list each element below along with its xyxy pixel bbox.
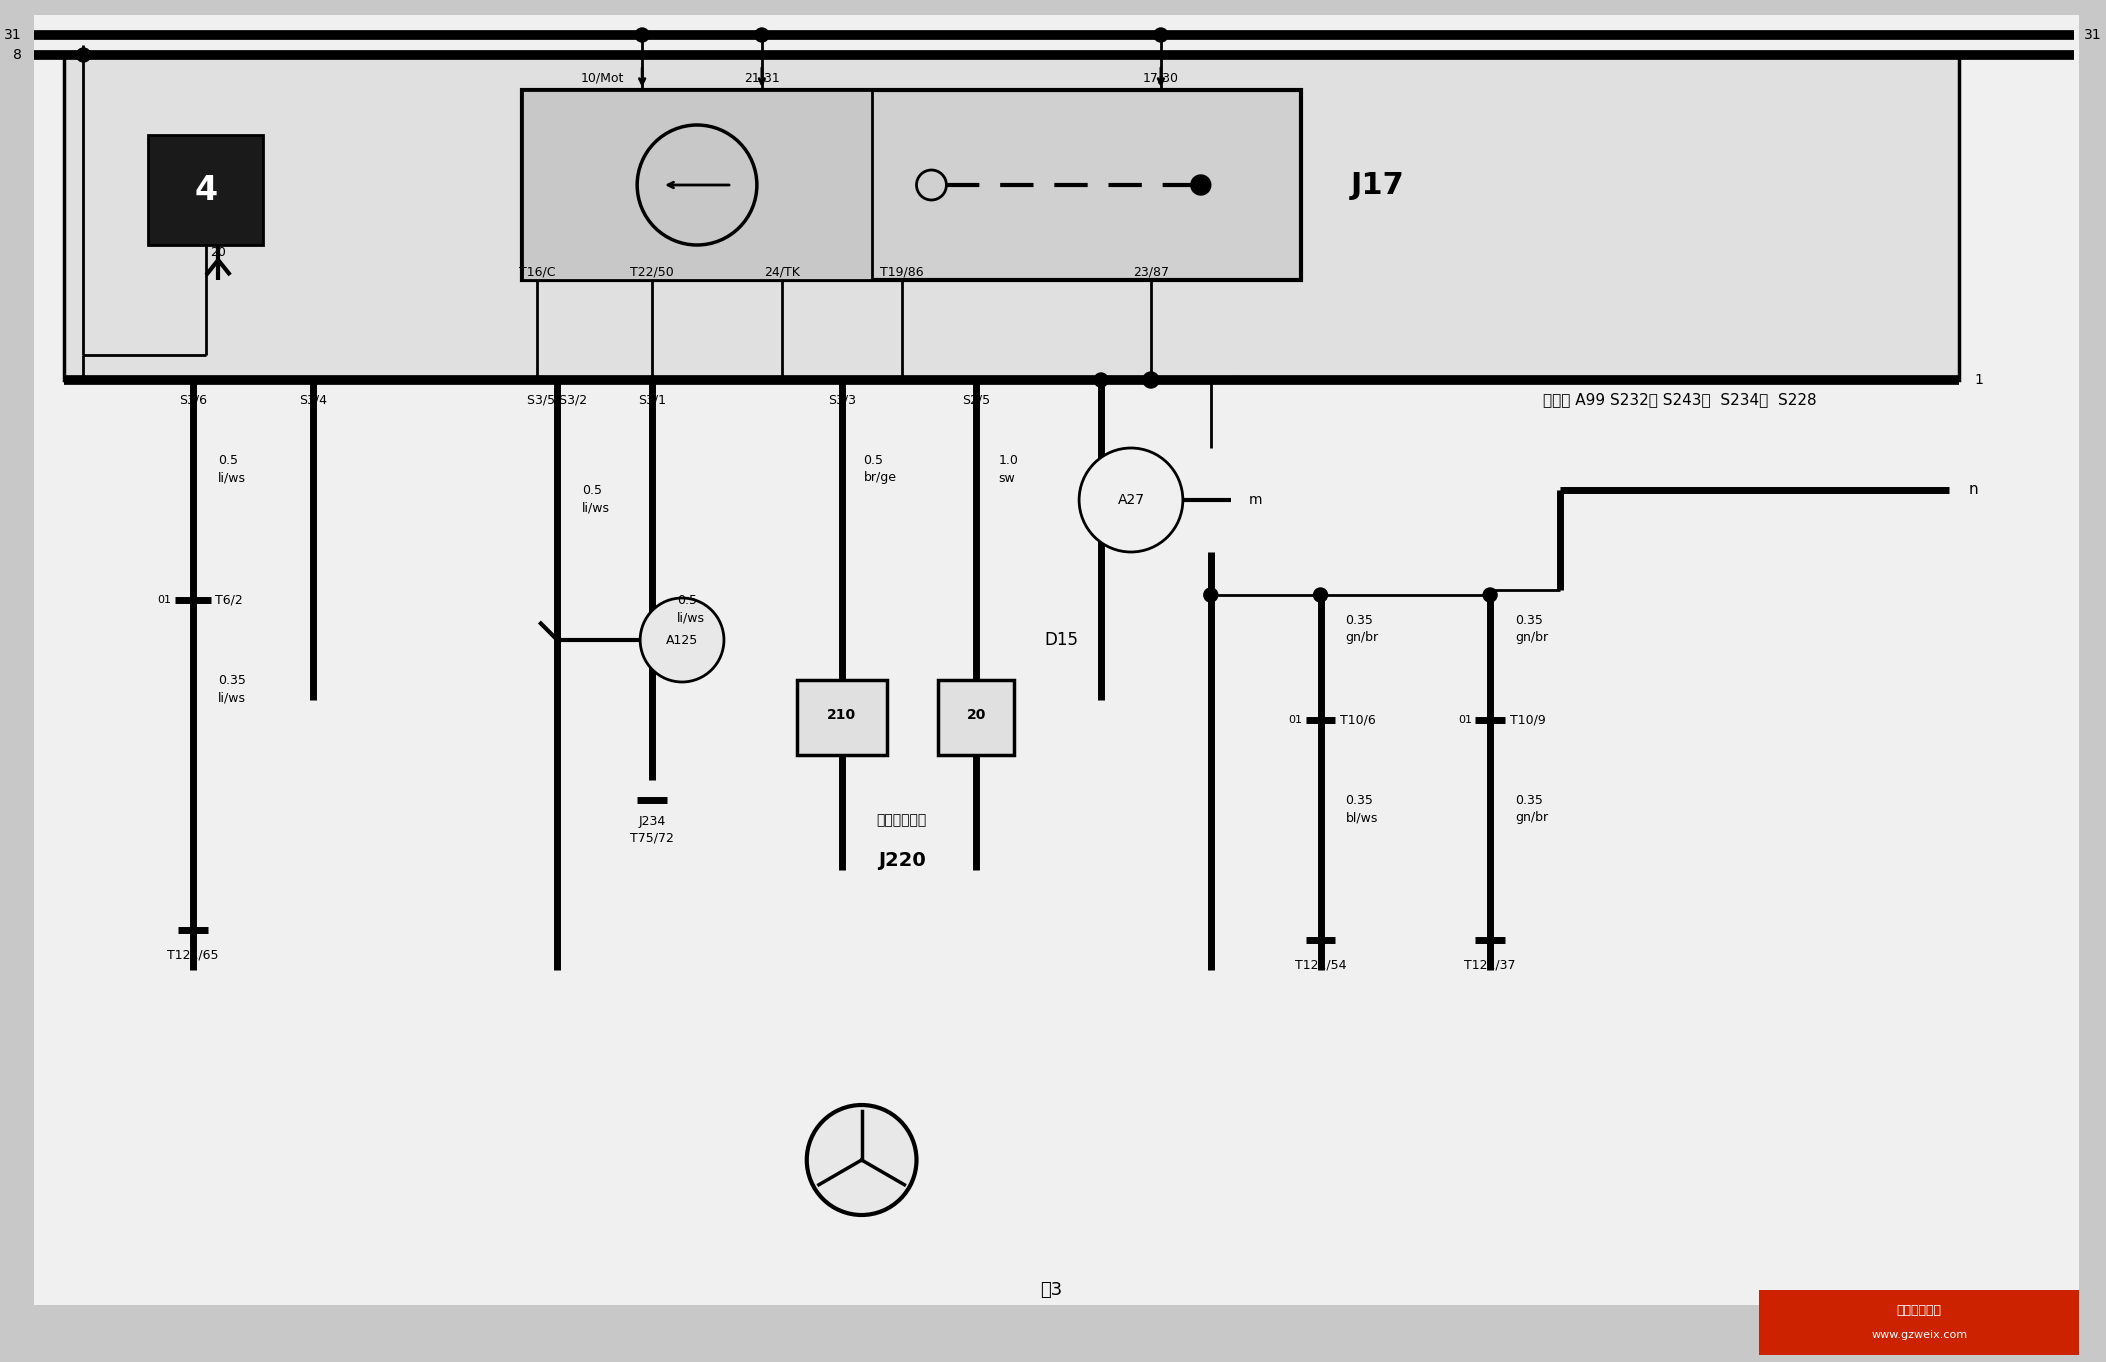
Text: T22/50: T22/50 <box>630 266 674 278</box>
Text: T16/C: T16/C <box>520 266 556 278</box>
Text: 0.35: 0.35 <box>1346 794 1373 806</box>
FancyBboxPatch shape <box>796 680 887 755</box>
Text: D15: D15 <box>1045 631 1078 650</box>
Text: S2/5: S2/5 <box>962 394 990 406</box>
Text: 0.35: 0.35 <box>1346 613 1373 627</box>
Text: m: m <box>1249 493 1261 507</box>
Text: 01: 01 <box>158 595 171 605</box>
Text: 0.5: 0.5 <box>863 454 885 467</box>
Text: 31: 31 <box>4 29 21 42</box>
Text: 车门接触开关: 车门接触开关 <box>876 813 927 827</box>
Text: T10/6: T10/6 <box>1342 714 1375 726</box>
Text: 31: 31 <box>2083 29 2102 42</box>
Text: 01: 01 <box>1289 715 1304 725</box>
Circle shape <box>640 598 724 682</box>
Text: br/ge: br/ge <box>863 471 897 485</box>
Text: 0.5: 0.5 <box>219 454 238 467</box>
Text: 1.0: 1.0 <box>998 454 1017 467</box>
Text: 0.35: 0.35 <box>1514 613 1544 627</box>
Text: li/ws: li/ws <box>581 501 611 515</box>
Text: li/ws: li/ws <box>219 692 246 704</box>
Text: sw: sw <box>998 471 1015 485</box>
Text: J234: J234 <box>638 816 665 828</box>
Circle shape <box>1095 373 1108 387</box>
Text: T6/2: T6/2 <box>215 594 242 606</box>
Text: n: n <box>1969 482 1980 497</box>
Text: A27: A27 <box>1118 493 1144 507</box>
Text: 210: 210 <box>828 708 857 722</box>
Text: 至结点 A99 S232， S243，  S234，  S228: 至结点 A99 S232， S243， S234， S228 <box>1544 392 1817 407</box>
Text: 易通维修下载: 易通维修下载 <box>1898 1303 1942 1317</box>
Circle shape <box>1154 29 1169 42</box>
Text: 17/30: 17/30 <box>1144 71 1179 84</box>
Text: 20: 20 <box>967 708 986 722</box>
Text: S3/3: S3/3 <box>828 394 855 406</box>
Text: gn/br: gn/br <box>1346 632 1379 644</box>
Text: 20: 20 <box>211 247 225 260</box>
Text: T19/86: T19/86 <box>880 266 922 278</box>
Text: 0.5: 0.5 <box>581 484 602 497</box>
FancyBboxPatch shape <box>34 15 2079 1305</box>
Circle shape <box>1483 588 1497 602</box>
Text: 23/87: 23/87 <box>1133 266 1169 278</box>
Text: 0.5: 0.5 <box>676 594 697 606</box>
Text: J220: J220 <box>878 850 925 869</box>
Text: J17: J17 <box>1350 170 1405 199</box>
Text: 0.35: 0.35 <box>219 673 246 686</box>
Circle shape <box>1144 372 1158 388</box>
Text: T75/72: T75/72 <box>630 831 674 844</box>
FancyBboxPatch shape <box>522 90 1302 281</box>
FancyBboxPatch shape <box>147 135 263 245</box>
FancyBboxPatch shape <box>63 54 1959 380</box>
Text: S3/5 S3/2: S3/5 S3/2 <box>526 394 588 406</box>
Text: T121/54: T121/54 <box>1295 959 1346 971</box>
FancyBboxPatch shape <box>522 90 872 281</box>
Text: 8: 8 <box>13 48 21 63</box>
Circle shape <box>1078 448 1184 552</box>
Text: S3/6: S3/6 <box>179 394 206 406</box>
Circle shape <box>807 1105 916 1215</box>
FancyBboxPatch shape <box>939 680 1015 755</box>
Text: 4: 4 <box>194 173 217 207</box>
Circle shape <box>76 48 91 63</box>
Text: gn/br: gn/br <box>1514 632 1548 644</box>
Text: 图3: 图3 <box>1040 1282 1061 1299</box>
Text: www.gzweix.com: www.gzweix.com <box>1870 1331 1967 1340</box>
Circle shape <box>638 125 756 245</box>
Circle shape <box>1314 588 1327 602</box>
Text: 1: 1 <box>1973 373 1984 387</box>
Text: li/ws: li/ws <box>676 612 706 625</box>
Text: 21/31: 21/31 <box>743 71 779 84</box>
Circle shape <box>1205 588 1217 602</box>
Text: S3/4: S3/4 <box>299 394 326 406</box>
Text: gn/br: gn/br <box>1514 812 1548 824</box>
Text: 0.35: 0.35 <box>1514 794 1544 806</box>
Text: T121/65: T121/65 <box>168 948 219 962</box>
Circle shape <box>916 170 946 200</box>
Text: li/ws: li/ws <box>219 471 246 485</box>
Circle shape <box>754 29 769 42</box>
Text: A125: A125 <box>665 633 699 647</box>
Circle shape <box>855 1154 868 1166</box>
Text: T10/9: T10/9 <box>1510 714 1546 726</box>
Text: T121/37: T121/37 <box>1464 959 1516 971</box>
FancyBboxPatch shape <box>1759 1290 2079 1355</box>
Text: 10/Mot: 10/Mot <box>581 71 623 84</box>
Text: bl/ws: bl/ws <box>1346 812 1377 824</box>
Circle shape <box>636 29 649 42</box>
Text: S3/1: S3/1 <box>638 394 665 406</box>
Text: 01: 01 <box>1457 715 1472 725</box>
Text: 24/TK: 24/TK <box>764 266 800 278</box>
Circle shape <box>1190 174 1211 195</box>
